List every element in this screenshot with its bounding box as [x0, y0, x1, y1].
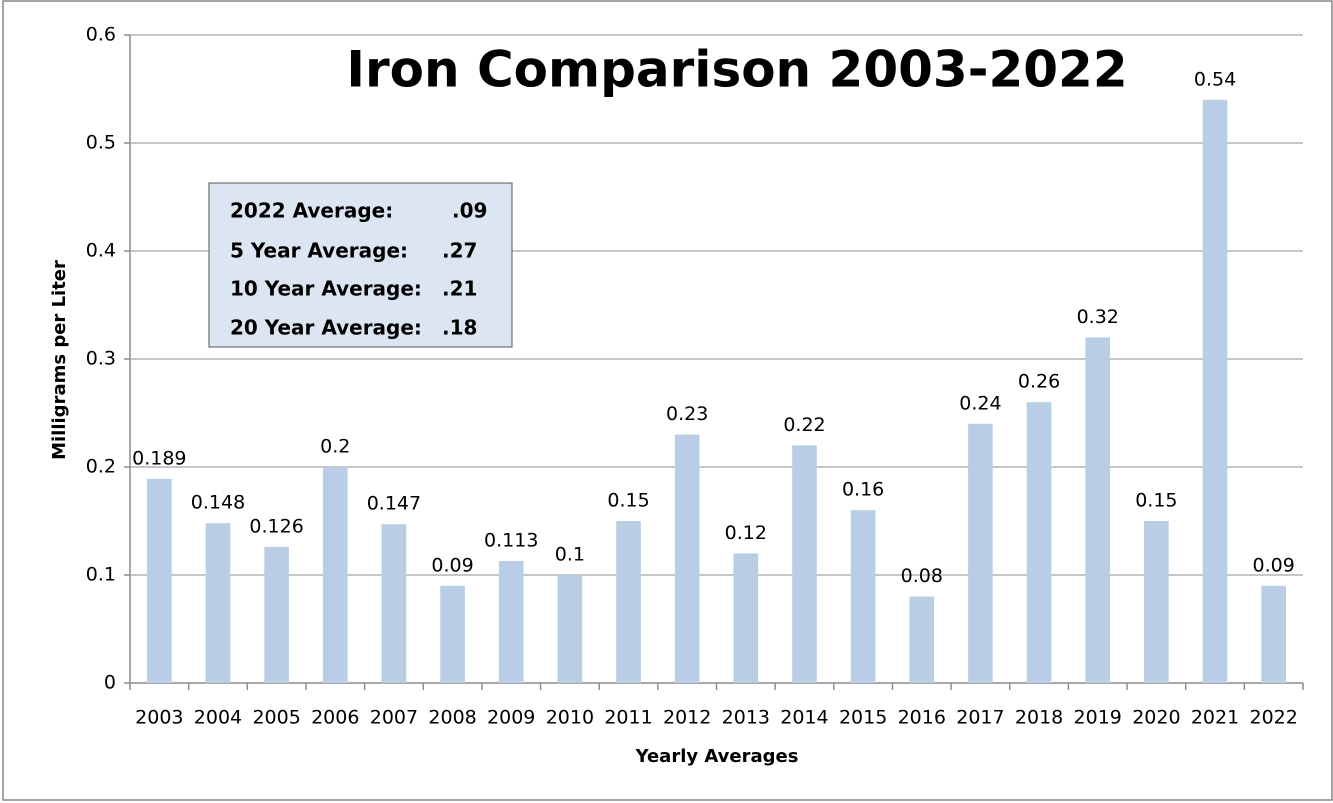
x-tick-label: 2014	[780, 707, 828, 729]
annotation-box	[208, 182, 513, 348]
annotation-value: .09	[452, 199, 487, 223]
x-tick-label: 2007	[370, 707, 418, 729]
bar	[557, 575, 583, 683]
bar	[733, 553, 759, 683]
data-label: 0.26	[1018, 371, 1060, 393]
x-tick-label: 2008	[428, 707, 476, 729]
bar	[1202, 99, 1228, 684]
x-tick-label: 2006	[311, 707, 359, 729]
bar	[1144, 521, 1169, 683]
annotation-value: .18	[442, 316, 477, 340]
y-axis-label: Milligrams per Liter	[49, 260, 70, 460]
data-label: 0.189	[132, 447, 186, 469]
bar	[440, 585, 465, 683]
data-label: 0.12	[725, 522, 767, 544]
y-tick-label: 0.6	[86, 24, 116, 46]
x-axis-label: Yearly Averages	[635, 746, 799, 767]
y-tick-label: 0.5	[86, 132, 116, 154]
x-tick-label: 2020	[1132, 707, 1180, 729]
x-tick-label: 2019	[1074, 707, 1122, 729]
annotation-label: 2022 Average:	[230, 199, 393, 223]
x-tick-label: 2015	[839, 707, 887, 729]
x-tick-label: 2012	[663, 707, 711, 729]
data-label: 0.15	[607, 490, 649, 512]
y-tick-label: 0.4	[86, 240, 116, 262]
y-tick-label: 0.1	[86, 564, 116, 586]
y-tick-label: 0.2	[86, 456, 116, 478]
data-label: 0.148	[191, 492, 245, 514]
bar	[1261, 585, 1286, 683]
data-label: 0.1	[555, 544, 585, 566]
data-label: 0.15	[1135, 490, 1177, 512]
bar	[792, 445, 817, 683]
chart-title: Iron Comparison 2003-2022	[346, 41, 1127, 99]
data-label: 0.32	[1077, 306, 1119, 328]
y-tick-label: 0	[104, 672, 116, 694]
bar	[850, 510, 876, 683]
y-tick-label: 0.3	[86, 348, 116, 370]
x-tick-label: 2017	[956, 707, 1004, 729]
x-tick-label: 2013	[722, 707, 770, 729]
x-tick-label: 2010	[546, 707, 594, 729]
data-label: 0.16	[842, 479, 884, 501]
data-label: 0.54	[1194, 68, 1236, 90]
data-label: 0.22	[783, 414, 825, 436]
data-label: 0.147	[367, 493, 421, 515]
bar	[674, 434, 700, 683]
data-label: 0.09	[431, 554, 473, 576]
bar	[909, 596, 935, 683]
data-label: 0.23	[666, 403, 708, 425]
x-tick-label: 2009	[487, 707, 535, 729]
x-tick-label: 2016	[898, 707, 946, 729]
bar	[616, 521, 641, 683]
bar	[205, 523, 231, 683]
x-tick-label: 2003	[135, 707, 183, 729]
bar	[264, 546, 289, 683]
annotation-label: 5 Year Average:	[230, 239, 408, 263]
bar	[147, 478, 172, 683]
bar	[498, 560, 524, 683]
data-label: 0.08	[901, 565, 943, 587]
x-tick-label: 2004	[194, 707, 242, 729]
bar	[322, 467, 348, 683]
x-tick-label: 2018	[1015, 707, 1063, 729]
annotation-value: .21	[442, 277, 477, 301]
data-label: 0.2	[320, 436, 350, 458]
bar	[968, 423, 993, 683]
annotation-label: 10 Year Average:	[230, 277, 422, 301]
bar	[1085, 337, 1111, 683]
x-tick-label: 2011	[604, 707, 652, 729]
bar	[381, 524, 407, 683]
x-tick-label: 2005	[252, 707, 300, 729]
annotation-value: .27	[442, 239, 477, 263]
x-tick-label: 2022	[1249, 707, 1297, 729]
bar	[1026, 402, 1052, 683]
data-label: 0.09	[1253, 554, 1295, 576]
data-label: 0.113	[484, 529, 538, 551]
annotation-label: 20 Year Average:	[230, 316, 422, 340]
x-tick-label: 2021	[1191, 707, 1239, 729]
data-label: 0.24	[959, 392, 1001, 414]
data-label: 0.126	[249, 515, 303, 537]
